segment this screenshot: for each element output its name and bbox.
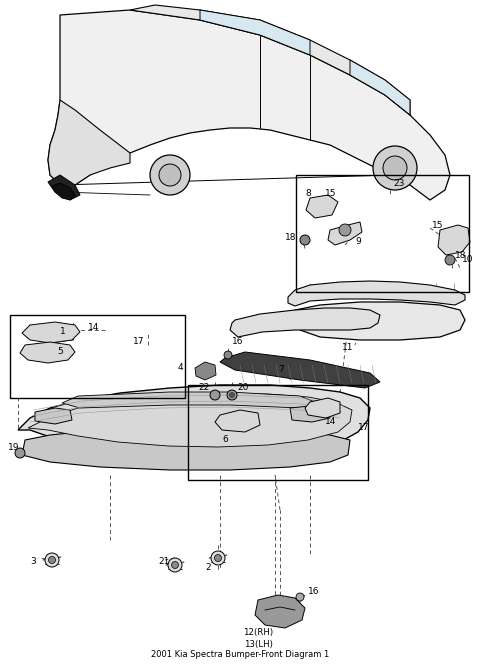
Text: 5: 5 [57, 348, 63, 356]
Text: 2001 Kia Spectra Bumper-Front Diagram 1: 2001 Kia Spectra Bumper-Front Diagram 1 [151, 650, 329, 659]
Bar [296, 175, 469, 292]
Circle shape [300, 235, 310, 245]
Polygon shape [255, 595, 305, 628]
Text: 12(RH): 12(RH) [243, 628, 273, 636]
Polygon shape [200, 10, 310, 55]
Polygon shape [20, 342, 75, 363]
Bar [10, 315, 185, 398]
Circle shape [15, 448, 25, 458]
Text: 17: 17 [133, 338, 144, 346]
Text: 7: 7 [278, 366, 284, 374]
Circle shape [229, 392, 235, 398]
Circle shape [339, 224, 351, 236]
Polygon shape [48, 10, 450, 200]
Text: 15: 15 [325, 189, 336, 197]
Polygon shape [350, 60, 410, 115]
Text: 6: 6 [222, 436, 228, 444]
Text: 16: 16 [232, 338, 243, 346]
Text: 2: 2 [205, 562, 211, 572]
Polygon shape [48, 175, 80, 200]
Text: 15: 15 [432, 221, 444, 229]
Polygon shape [195, 362, 216, 380]
Text: 1: 1 [60, 327, 66, 336]
Text: 4: 4 [178, 364, 184, 372]
Text: 21: 21 [158, 558, 169, 566]
Polygon shape [293, 302, 465, 340]
Polygon shape [438, 225, 470, 255]
Circle shape [211, 551, 225, 565]
Polygon shape [328, 222, 362, 245]
Polygon shape [22, 427, 350, 470]
Text: 13(LH): 13(LH) [243, 640, 273, 648]
Text: 8: 8 [305, 189, 311, 199]
Polygon shape [48, 100, 130, 185]
Text: 23: 23 [393, 179, 404, 187]
Circle shape [373, 146, 417, 190]
Text: 14: 14 [325, 418, 336, 426]
Circle shape [227, 390, 237, 400]
Text: 17: 17 [358, 424, 370, 432]
Circle shape [445, 255, 455, 265]
Polygon shape [230, 308, 380, 337]
Text: 19: 19 [8, 444, 20, 452]
Polygon shape [290, 406, 330, 422]
Bar [188, 385, 368, 480]
Polygon shape [35, 408, 72, 424]
Circle shape [168, 558, 182, 572]
Circle shape [150, 155, 190, 195]
Text: 10: 10 [462, 255, 473, 265]
Text: 14: 14 [88, 323, 99, 333]
Polygon shape [288, 281, 465, 306]
Circle shape [296, 593, 304, 601]
Circle shape [171, 562, 179, 568]
Text: 18: 18 [455, 251, 467, 259]
Circle shape [210, 390, 220, 400]
Polygon shape [305, 398, 340, 418]
Polygon shape [22, 322, 80, 343]
Polygon shape [130, 5, 410, 115]
Text: 20: 20 [237, 382, 248, 392]
Polygon shape [18, 385, 370, 457]
Text: 22: 22 [198, 382, 209, 392]
Text: 16: 16 [308, 588, 320, 596]
Circle shape [45, 553, 59, 567]
Circle shape [383, 156, 407, 180]
Polygon shape [62, 392, 320, 408]
Text: 3: 3 [30, 558, 36, 566]
Polygon shape [220, 352, 380, 388]
Polygon shape [28, 394, 352, 447]
Text: 11: 11 [342, 344, 353, 352]
Text: 18: 18 [285, 233, 297, 243]
Polygon shape [52, 183, 75, 200]
Circle shape [215, 554, 221, 562]
Circle shape [48, 556, 56, 564]
Circle shape [224, 351, 232, 359]
Polygon shape [306, 195, 338, 218]
Circle shape [159, 164, 181, 186]
Polygon shape [215, 410, 260, 432]
Text: 9: 9 [355, 237, 361, 247]
